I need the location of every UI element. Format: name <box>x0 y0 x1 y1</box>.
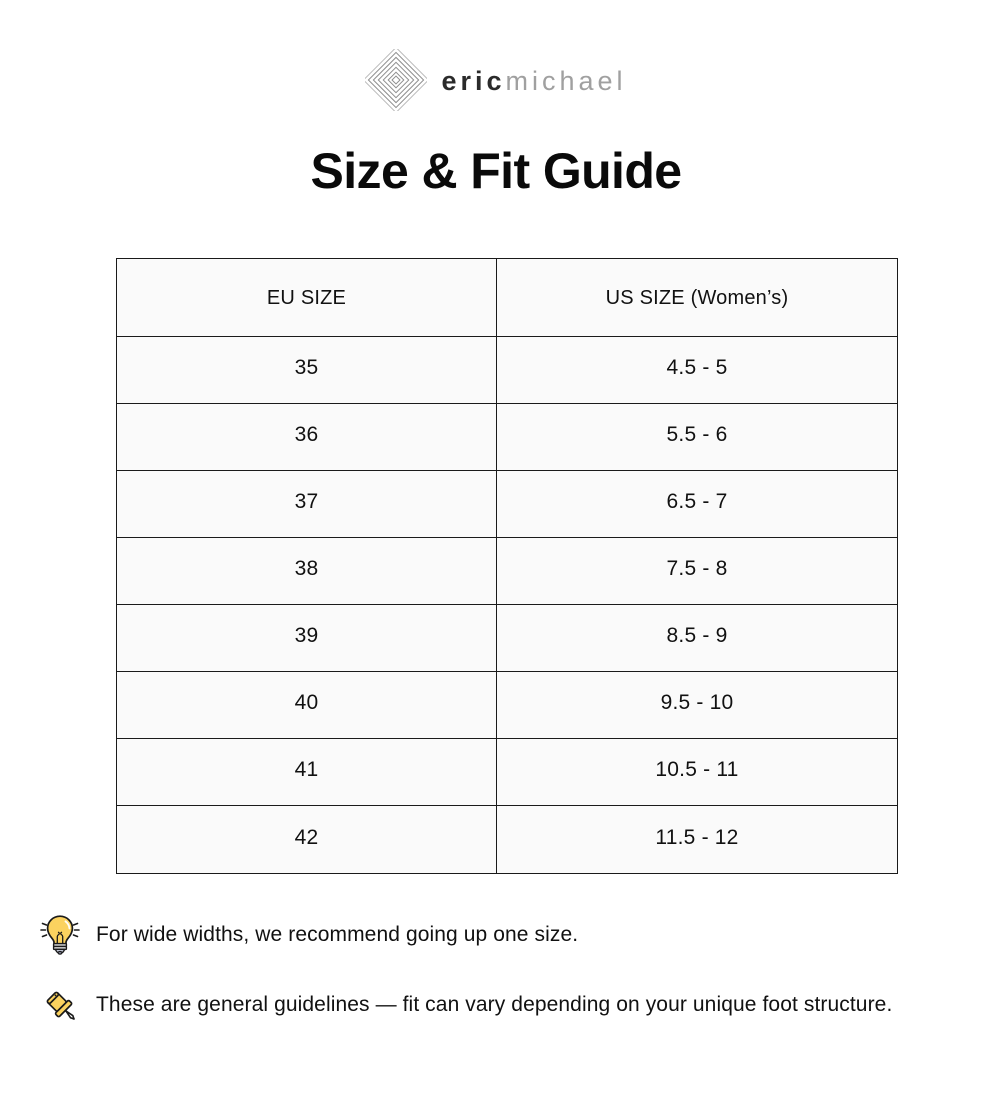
note-text: For wide widths, we recommend going up o… <box>96 923 579 946</box>
cell-eu-size: 39 <box>116 604 497 672</box>
table-row: 39 8.5 - 9 <box>116 604 898 672</box>
cell-eu-size: 36 <box>116 403 497 471</box>
table-row: 41 10.5 - 11 <box>116 738 898 806</box>
page-title: Size & Fit Guide <box>310 143 683 199</box>
table-row: 37 6.5 - 7 <box>116 470 898 538</box>
brand-name-secondary: michael <box>505 65 627 96</box>
cell-us-size: 10.5 - 11 <box>496 738 898 806</box>
table-body: 35 4.5 - 5 36 5.5 - 6 37 6.5 - 7 38 7.5 … <box>116 336 898 874</box>
cell-us-size: 4.5 - 5 <box>496 336 898 404</box>
column-header-eu-size: EU SIZE <box>116 258 497 337</box>
table-row: 38 7.5 - 8 <box>116 537 898 605</box>
cell-us-size: 11.5 - 12 <box>496 805 898 874</box>
table-header-row: EU SIZE US SIZE (Women’s) <box>116 258 898 337</box>
table-header: EU SIZE US SIZE (Women’s) <box>116 258 898 337</box>
cell-us-size: 9.5 - 10 <box>496 671 898 739</box>
brand-logo: eric michael <box>0 48 992 112</box>
note-text: These are general guidelines — fit can v… <box>96 993 893 1016</box>
table-row: 40 9.5 - 10 <box>116 671 898 739</box>
cell-eu-size: 35 <box>116 336 497 404</box>
column-header-us-size: US SIZE (Women’s) <box>496 258 898 337</box>
cell-eu-size: 38 <box>116 537 497 605</box>
nested-diamond-logo-icon <box>365 49 428 111</box>
cell-us-size: 5.5 - 6 <box>496 403 898 471</box>
brand-wordmark: eric michael <box>441 65 627 96</box>
table-row: 35 4.5 - 5 <box>116 336 898 404</box>
notes-list: For wide widths, we recommend going up o… <box>38 915 974 1056</box>
cell-us-size: 7.5 - 8 <box>496 537 898 605</box>
note-wide-widths: For wide widths, we recommend going up o… <box>38 915 974 960</box>
lightbulb-icon <box>40 915 80 955</box>
size-conversion-table: EU SIZE US SIZE (Women’s) 35 4.5 - 5 36 … <box>116 258 898 874</box>
table-row: 42 11.5 - 12 <box>116 805 898 874</box>
cell-us-size: 8.5 - 9 <box>496 604 898 672</box>
table-row: 36 5.5 - 6 <box>116 403 898 471</box>
note-general-guidelines: These are general guidelines — fit can v… <box>38 986 974 1030</box>
cell-eu-size: 41 <box>116 738 497 806</box>
cell-eu-size: 37 <box>116 470 497 538</box>
cell-eu-size: 40 <box>116 671 497 739</box>
cell-us-size: 6.5 - 7 <box>496 470 898 538</box>
brand-name-primary: eric <box>441 65 506 96</box>
pushpin-icon <box>46 991 75 1020</box>
cell-eu-size: 42 <box>116 805 497 874</box>
